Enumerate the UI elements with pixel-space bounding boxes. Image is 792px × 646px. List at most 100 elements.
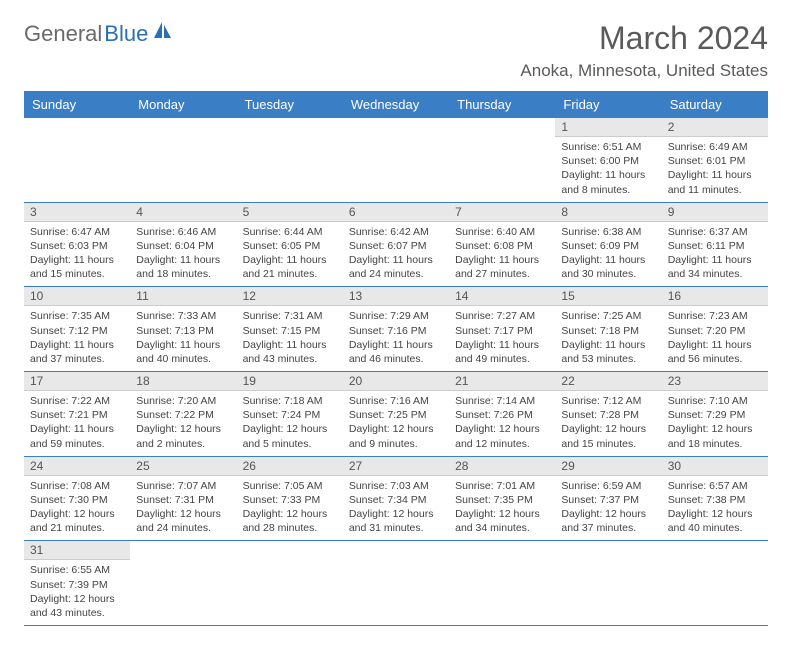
day-content: Sunrise: 6:59 AMSunset: 7:37 PMDaylight:…: [555, 476, 661, 541]
calendar-day: 9Sunrise: 6:37 AMSunset: 6:11 PMDaylight…: [662, 202, 768, 287]
day-content: Sunrise: 7:27 AMSunset: 7:17 PMDaylight:…: [449, 306, 555, 371]
day-content: Sunrise: 7:12 AMSunset: 7:28 PMDaylight:…: [555, 391, 661, 456]
calendar-day: 29Sunrise: 6:59 AMSunset: 7:37 PMDayligh…: [555, 456, 661, 541]
calendar-day: 19Sunrise: 7:18 AMSunset: 7:24 PMDayligh…: [237, 372, 343, 457]
calendar-day: 25Sunrise: 7:07 AMSunset: 7:31 PMDayligh…: [130, 456, 236, 541]
day-number: 5: [237, 203, 343, 222]
day-number: 9: [662, 203, 768, 222]
calendar-table: SundayMondayTuesdayWednesdayThursdayFrid…: [24, 91, 768, 626]
day-number: 22: [555, 372, 661, 391]
calendar-day: 28Sunrise: 7:01 AMSunset: 7:35 PMDayligh…: [449, 456, 555, 541]
day-content: Sunrise: 7:10 AMSunset: 7:29 PMDaylight:…: [662, 391, 768, 456]
calendar-day: 30Sunrise: 6:57 AMSunset: 7:38 PMDayligh…: [662, 456, 768, 541]
day-number: 27: [343, 457, 449, 476]
weekday-header: Wednesday: [343, 91, 449, 118]
calendar-day: 5Sunrise: 6:44 AMSunset: 6:05 PMDaylight…: [237, 202, 343, 287]
calendar-day: 17Sunrise: 7:22 AMSunset: 7:21 PMDayligh…: [24, 372, 130, 457]
day-number: 31: [24, 541, 130, 560]
day-number: 19: [237, 372, 343, 391]
calendar-empty: [662, 541, 768, 626]
logo-blue: Blue: [104, 21, 148, 47]
day-content: Sunrise: 7:07 AMSunset: 7:31 PMDaylight:…: [130, 476, 236, 541]
day-number: 3: [24, 203, 130, 222]
day-content: Sunrise: 6:40 AMSunset: 6:08 PMDaylight:…: [449, 222, 555, 287]
calendar-row: 3Sunrise: 6:47 AMSunset: 6:03 PMDaylight…: [24, 202, 768, 287]
calendar-day: 1Sunrise: 6:51 AMSunset: 6:00 PMDaylight…: [555, 118, 661, 202]
weekday-header: Friday: [555, 91, 661, 118]
calendar-day: 27Sunrise: 7:03 AMSunset: 7:34 PMDayligh…: [343, 456, 449, 541]
calendar-day: 23Sunrise: 7:10 AMSunset: 7:29 PMDayligh…: [662, 372, 768, 457]
calendar-day: 3Sunrise: 6:47 AMSunset: 6:03 PMDaylight…: [24, 202, 130, 287]
day-content: Sunrise: 7:35 AMSunset: 7:12 PMDaylight:…: [24, 306, 130, 371]
logo-general: General: [24, 21, 102, 47]
day-content: Sunrise: 7:23 AMSunset: 7:20 PMDaylight:…: [662, 306, 768, 371]
calendar-row: 10Sunrise: 7:35 AMSunset: 7:12 PMDayligh…: [24, 287, 768, 372]
calendar-day: 16Sunrise: 7:23 AMSunset: 7:20 PMDayligh…: [662, 287, 768, 372]
day-content: Sunrise: 7:25 AMSunset: 7:18 PMDaylight:…: [555, 306, 661, 371]
day-number: 8: [555, 203, 661, 222]
day-content: Sunrise: 6:37 AMSunset: 6:11 PMDaylight:…: [662, 222, 768, 287]
day-content: Sunrise: 6:55 AMSunset: 7:39 PMDaylight:…: [24, 560, 130, 625]
day-number: 15: [555, 287, 661, 306]
weekday-header: Thursday: [449, 91, 555, 118]
day-content: Sunrise: 6:46 AMSunset: 6:04 PMDaylight:…: [130, 222, 236, 287]
weekday-header: Saturday: [662, 91, 768, 118]
day-content: Sunrise: 6:42 AMSunset: 6:07 PMDaylight:…: [343, 222, 449, 287]
day-number: 1: [555, 118, 661, 137]
calendar-empty: [130, 118, 236, 202]
day-content: Sunrise: 6:38 AMSunset: 6:09 PMDaylight:…: [555, 222, 661, 287]
day-number: 24: [24, 457, 130, 476]
day-content: Sunrise: 7:20 AMSunset: 7:22 PMDaylight:…: [130, 391, 236, 456]
day-content: Sunrise: 7:16 AMSunset: 7:25 PMDaylight:…: [343, 391, 449, 456]
day-content: Sunrise: 7:03 AMSunset: 7:34 PMDaylight:…: [343, 476, 449, 541]
day-content: Sunrise: 7:01 AMSunset: 7:35 PMDaylight:…: [449, 476, 555, 541]
day-content: Sunrise: 7:18 AMSunset: 7:24 PMDaylight:…: [237, 391, 343, 456]
day-number: 21: [449, 372, 555, 391]
calendar-day: 10Sunrise: 7:35 AMSunset: 7:12 PMDayligh…: [24, 287, 130, 372]
calendar-empty: [24, 118, 130, 202]
day-content: Sunrise: 6:47 AMSunset: 6:03 PMDaylight:…: [24, 222, 130, 287]
calendar-day: 14Sunrise: 7:27 AMSunset: 7:17 PMDayligh…: [449, 287, 555, 372]
day-number: 12: [237, 287, 343, 306]
day-number: 2: [662, 118, 768, 137]
calendar-day: 8Sunrise: 6:38 AMSunset: 6:09 PMDaylight…: [555, 202, 661, 287]
day-number: 25: [130, 457, 236, 476]
day-number: 14: [449, 287, 555, 306]
calendar-row: 17Sunrise: 7:22 AMSunset: 7:21 PMDayligh…: [24, 372, 768, 457]
calendar-body: 1Sunrise: 6:51 AMSunset: 6:00 PMDaylight…: [24, 118, 768, 626]
calendar-day: 26Sunrise: 7:05 AMSunset: 7:33 PMDayligh…: [237, 456, 343, 541]
day-content: Sunrise: 7:08 AMSunset: 7:30 PMDaylight:…: [24, 476, 130, 541]
logo: GeneralBlue: [24, 20, 174, 47]
calendar-day: 31Sunrise: 6:55 AMSunset: 7:39 PMDayligh…: [24, 541, 130, 626]
weekday-header: Monday: [130, 91, 236, 118]
day-content: Sunrise: 6:44 AMSunset: 6:05 PMDaylight:…: [237, 222, 343, 287]
calendar-day: 13Sunrise: 7:29 AMSunset: 7:16 PMDayligh…: [343, 287, 449, 372]
location: Anoka, Minnesota, United States: [520, 61, 768, 81]
day-content: Sunrise: 7:14 AMSunset: 7:26 PMDaylight:…: [449, 391, 555, 456]
day-number: 18: [130, 372, 236, 391]
day-content: Sunrise: 7:31 AMSunset: 7:15 PMDaylight:…: [237, 306, 343, 371]
day-content: Sunrise: 6:57 AMSunset: 7:38 PMDaylight:…: [662, 476, 768, 541]
calendar-day: 2Sunrise: 6:49 AMSunset: 6:01 PMDaylight…: [662, 118, 768, 202]
calendar-empty: [449, 541, 555, 626]
calendar-empty: [343, 541, 449, 626]
calendar-day: 18Sunrise: 7:20 AMSunset: 7:22 PMDayligh…: [130, 372, 236, 457]
day-content: Sunrise: 7:22 AMSunset: 7:21 PMDaylight:…: [24, 391, 130, 456]
day-content: Sunrise: 7:29 AMSunset: 7:16 PMDaylight:…: [343, 306, 449, 371]
day-content: Sunrise: 7:05 AMSunset: 7:33 PMDaylight:…: [237, 476, 343, 541]
day-number: 13: [343, 287, 449, 306]
calendar-day: 15Sunrise: 7:25 AMSunset: 7:18 PMDayligh…: [555, 287, 661, 372]
calendar-day: 12Sunrise: 7:31 AMSunset: 7:15 PMDayligh…: [237, 287, 343, 372]
calendar-day: 24Sunrise: 7:08 AMSunset: 7:30 PMDayligh…: [24, 456, 130, 541]
calendar-day: 21Sunrise: 7:14 AMSunset: 7:26 PMDayligh…: [449, 372, 555, 457]
month-title: March 2024: [520, 20, 768, 57]
day-number: 4: [130, 203, 236, 222]
weekday-row: SundayMondayTuesdayWednesdayThursdayFrid…: [24, 91, 768, 118]
day-number: 17: [24, 372, 130, 391]
sail-icon: [152, 20, 174, 47]
calendar-empty: [237, 541, 343, 626]
calendar-empty: [130, 541, 236, 626]
day-number: 29: [555, 457, 661, 476]
calendar-day: 6Sunrise: 6:42 AMSunset: 6:07 PMDaylight…: [343, 202, 449, 287]
calendar-row: 31Sunrise: 6:55 AMSunset: 7:39 PMDayligh…: [24, 541, 768, 626]
